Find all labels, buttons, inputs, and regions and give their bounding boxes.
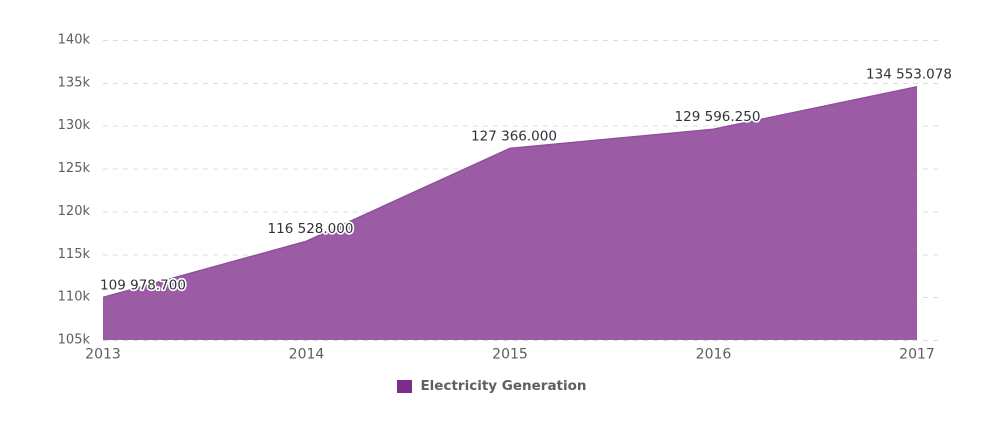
y-axis-tick-label: 135k: [58, 75, 91, 90]
data-point-label-halo: 116 528.000: [268, 221, 354, 237]
y-axis-tick-labels: 105k 110k 115k 120k 125k 130k 135k 140k: [58, 33, 91, 348]
y-axis-tick-label: 105k: [58, 333, 91, 348]
data-point-label: 127 366.000: [471, 128, 557, 144]
y-axis-tick-label: 120k: [58, 204, 91, 219]
series-electricity-generation: [102, 86, 918, 340]
x-axis-tick-label: 2013: [85, 347, 121, 363]
chart-legend: Electricity Generation: [0, 378, 984, 394]
x-axis-tick-label: 2016: [696, 347, 732, 363]
x-axis-tick-label: 2017: [899, 347, 935, 363]
data-point-label-halo: 129 596.250: [675, 109, 761, 125]
x-axis-tick-labels: 2013 2014 2015 2016 2017: [85, 347, 935, 363]
data-point-label-halo: 134 553.078: [866, 67, 952, 83]
y-axis-tick-label: 140k: [58, 33, 91, 48]
data-point-label: 116 528.000: [268, 221, 354, 237]
area-edge-line: [102, 86, 918, 299]
data-point-label: 134 553.078: [866, 67, 952, 83]
y-axis-tick-label: 125k: [58, 161, 91, 176]
legend-swatch-electricity-generation: [397, 379, 413, 393]
y-axis-tick-label: 115k: [58, 247, 91, 262]
y-axis-tick-label: 130k: [58, 118, 91, 133]
x-axis-tick-label: 2015: [492, 347, 528, 363]
data-point-label: 129 596.250: [675, 109, 761, 125]
data-point-label-halo: 109 978.700: [100, 277, 186, 293]
x-axis-tick-label: 2014: [289, 347, 325, 363]
legend-label-electricity-generation: Electricity Generation: [420, 378, 587, 394]
y-axis-tick-label: 110k: [58, 290, 91, 305]
data-point-label: 109 978.700: [100, 277, 186, 293]
data-point-label-halo: 127 366.000: [471, 128, 557, 144]
area-fill: [103, 86, 917, 340]
